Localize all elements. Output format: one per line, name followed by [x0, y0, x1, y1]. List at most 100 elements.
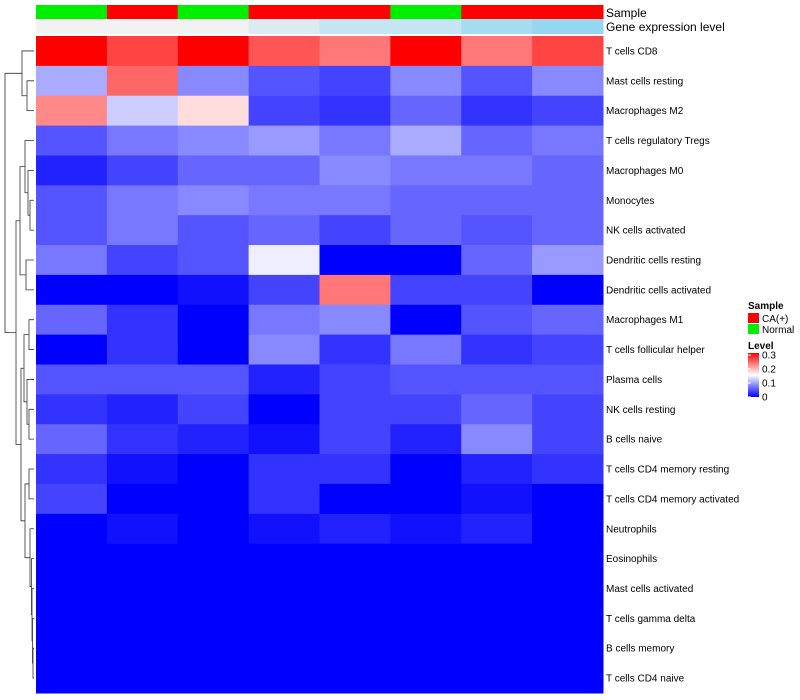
- row-label: Macrophages M1: [606, 315, 684, 326]
- heatmap-cell: [177, 454, 250, 485]
- heatmap-cell: [106, 633, 179, 664]
- heatmap-cell: [461, 125, 533, 156]
- heatmap-cell: [390, 155, 462, 186]
- heatmap-cell: [36, 274, 108, 306]
- heatmap-cell: [177, 603, 250, 634]
- heatmap-cell: [532, 543, 604, 575]
- legend-level-ticks: 0.3 0.2 0.1 0: [748, 351, 776, 404]
- heatmap-cell: [532, 304, 604, 336]
- heatmap-cell: [248, 215, 320, 246]
- row-label: T cells CD4 memory resting: [606, 465, 729, 476]
- heatmap-cell: [106, 483, 179, 515]
- heatmap-cell: [461, 513, 533, 545]
- row-label: NK cells resting: [606, 405, 675, 416]
- heatmap-cell: [177, 245, 250, 276]
- heatmap-cell: [532, 334, 604, 365]
- heatmap-cell: [36, 334, 108, 365]
- heatmap-cell: [319, 394, 391, 425]
- row-label: Dendritic cells resting: [606, 255, 701, 266]
- dendrogram-branch: [4, 72, 22, 334]
- track-label-sample: Sample: [606, 6, 647, 20]
- heatmap-cell: [36, 95, 108, 127]
- expression-annotation-cell: [248, 19, 320, 34]
- heatmap-cell: [177, 394, 250, 425]
- dendrogram-branch: [25, 259, 34, 291]
- heatmap-cell: [36, 663, 108, 694]
- heatmap-cell: [390, 185, 462, 216]
- heatmap-cell: [532, 573, 604, 604]
- heatmap-cell: [319, 304, 391, 336]
- heatmap-cell: [390, 424, 462, 455]
- heatmap-cell: [248, 95, 320, 127]
- heatmap-cell: [319, 185, 391, 216]
- heatmap-cell: [461, 633, 533, 664]
- dendrogram-branch: [27, 169, 34, 216]
- heatmap-cell: [248, 394, 320, 425]
- heatmap-cell: [390, 603, 462, 634]
- heatmap-cell: [532, 454, 604, 485]
- dendrogram-branch: [28, 408, 34, 440]
- heatmap-cell: [532, 245, 604, 276]
- heatmap-cell: [248, 185, 320, 216]
- dendrogram-branch: [29, 199, 34, 231]
- expression-annotation-cell: [461, 19, 533, 34]
- heatmap-cell: [106, 454, 179, 485]
- heatmap-cell: [319, 95, 391, 127]
- heatmap-cell: [248, 65, 320, 97]
- heatmap-cell: [390, 483, 462, 515]
- heatmap-cell: [532, 155, 604, 186]
- sample-annotation-cell: [106, 5, 179, 19]
- heatmap-cell: [319, 543, 391, 575]
- heatmap-cell: [390, 215, 462, 246]
- heatmap-cell: [106, 185, 179, 216]
- row-label: T cells follicular helper: [606, 345, 705, 356]
- legend-sample-swatch-ca: [748, 313, 759, 323]
- sample-annotation-cell: [177, 5, 250, 19]
- heatmap-cell: [319, 633, 391, 664]
- heatmap-cell: [177, 36, 250, 67]
- legend-level-tick-label: 0.3: [762, 351, 776, 362]
- heatmap-cell: [106, 603, 179, 634]
- heatmap-cell: [106, 65, 179, 97]
- heatmap-cell: [461, 543, 533, 575]
- heatmap-cell: [532, 394, 604, 425]
- heatmap-cell: [248, 364, 320, 395]
- heatmap-cell: [248, 125, 320, 156]
- heatmap-cell: [177, 95, 250, 127]
- heatmap-cell: [319, 513, 391, 545]
- heatmap-cell: [36, 603, 108, 634]
- sample-annotation-cell: [461, 5, 533, 19]
- heatmap-cell: [177, 125, 250, 156]
- heatmap-cell: [390, 454, 462, 485]
- expression-annotation-cell: [532, 19, 604, 34]
- heatmap-cell: [36, 364, 108, 395]
- heatmap-cell: [461, 245, 533, 276]
- heatmap-cell: [36, 215, 108, 246]
- heatmap-cell: [106, 95, 179, 127]
- heatmap-cell: [532, 215, 604, 246]
- heatmap-cell: [106, 543, 179, 575]
- heatmap-cell: [106, 663, 179, 694]
- heatmap-cell: [532, 424, 604, 455]
- heatmap-cell: [248, 573, 320, 604]
- heatmap-cell: [36, 125, 108, 156]
- row-label: Mast cells resting: [606, 76, 683, 87]
- heatmap-cell: [532, 36, 604, 67]
- row-label: Eosinophils: [606, 554, 657, 565]
- heatmap-cell: [461, 573, 533, 604]
- heatmap-cell: [36, 513, 108, 545]
- heatmap-cell: [36, 304, 108, 336]
- heatmap-cell: [177, 573, 250, 604]
- expression-annotation-cell: [177, 19, 250, 34]
- legend-sample-swatch-normal: [748, 324, 759, 334]
- heatmap-cell: [532, 663, 604, 694]
- heatmap-cell: [461, 334, 533, 365]
- sample-annotation-cell: [390, 5, 462, 19]
- heatmap-cell: [532, 483, 604, 515]
- heatmap-cell: [319, 245, 391, 276]
- heatmap-cell: [177, 334, 250, 365]
- row-label: Monocytes: [606, 196, 654, 207]
- heatmap-cell: [36, 454, 108, 485]
- row-labels: T cells CD8 Mast cells resting Macrophages…: [606, 46, 739, 684]
